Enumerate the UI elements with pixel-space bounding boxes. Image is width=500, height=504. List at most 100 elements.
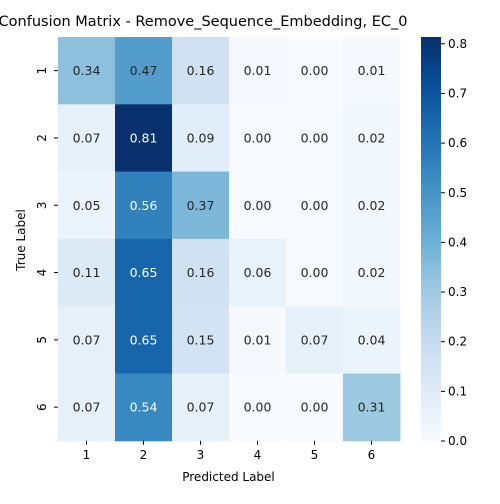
cell-value-r3-c2: 0.56: [130, 198, 158, 213]
cell-value-r1-c1: 0.34: [73, 63, 101, 78]
heatmap-cell-r1-c3: [172, 37, 230, 105]
heatmap-cell-r4-c1: [58, 238, 116, 307]
y-tick-label-1: 1: [35, 67, 49, 75]
cell-value-r1-c6: 0.01: [358, 63, 386, 78]
cell-value-r5-c3: 0.15: [187, 332, 215, 347]
heatmap-cells: 0.34 0.47 0.16 0.01 0.00 0.01 0.07 0.81 0.09 0.00…: [58, 37, 401, 442]
colorbar-tick-label-0.0: 0.0: [448, 434, 467, 448]
colorbar-tick-label-0.3: 0.3: [448, 285, 467, 299]
cell-value-r3-c6: 0.02: [358, 198, 386, 213]
y-tick-label-3: 3: [35, 201, 49, 209]
heatmap-cell-r5-c1: [58, 306, 116, 374]
heatmap-cell-r3-c4: [229, 171, 287, 240]
y-tick-label-5: 5: [35, 336, 49, 344]
x-axis-label: Predicted Label: [182, 470, 275, 484]
heatmap-cell-r6-c2: [115, 373, 173, 442]
cell-value-r6-c2: 0.54: [130, 400, 158, 415]
x-tick-label-6: 6: [368, 448, 376, 462]
heatmap-cell-r2-c2: [115, 104, 173, 173]
heatmap-cell-r5-c2: [115, 306, 173, 374]
cell-value-r5-c1: 0.07: [73, 332, 101, 347]
y-axis-ticks: 1 2 3 4 5 6: [35, 67, 58, 411]
colorbar-tick-label-0.2: 0.2: [448, 335, 467, 349]
heatmap-cell-r2-c1: [58, 104, 116, 173]
cell-value-r1-c2: 0.47: [130, 63, 158, 78]
heatmap-cell-r1-c4: [229, 37, 287, 105]
cell-value-r2-c2: 0.81: [130, 130, 158, 145]
x-tick-label-2: 2: [140, 448, 148, 462]
cell-value-r4-c3: 0.16: [187, 265, 215, 280]
heatmap-cell-r4-c6: [343, 238, 401, 307]
cell-value-r4-c4: 0.06: [244, 265, 272, 280]
colorbar-tick-label-0.4: 0.4: [448, 235, 467, 249]
cell-value-r5-c5: 0.07: [301, 332, 329, 347]
cell-value-r6-c5: 0.00: [301, 400, 329, 415]
heatmap-cell-r5-c3: [172, 306, 230, 374]
heatmap-cell-r2-c4: [229, 104, 287, 173]
y-tick-label-4: 4: [35, 269, 49, 277]
heatmap-cell-r3-c2: [115, 171, 173, 240]
cell-value-r3-c1: 0.05: [73, 198, 101, 213]
y-tick-label-2: 2: [35, 134, 49, 142]
heatmap-cell-r2-c3: [172, 104, 230, 173]
heatmap-cell-r2-c5: [286, 104, 344, 173]
heatmap-cell-r1-c2: [115, 37, 173, 105]
cell-value-r3-c4: 0.00: [244, 198, 272, 213]
cell-value-r3-c3: 0.37: [187, 198, 215, 213]
cell-value-r6-c3: 0.07: [187, 400, 215, 415]
cell-value-r2-c1: 0.07: [73, 130, 101, 145]
heatmap-cell-r4-c4: [229, 238, 287, 307]
heatmap-cell-r6-c6: [343, 373, 401, 442]
heatmap-cell-r6-c3: [172, 373, 230, 442]
colorbar-tick-label-0.7: 0.7: [448, 86, 467, 100]
heatmap-cell-r1-c6: [343, 37, 401, 105]
cell-value-r5-c6: 0.04: [358, 332, 386, 347]
heatmap-cell-r5-c5: [286, 306, 344, 374]
cell-value-r1-c5: 0.00: [301, 63, 329, 78]
heatmap-cell-r6-c5: [286, 373, 344, 442]
heatmap-cell-r6-c1: [58, 373, 116, 442]
colorbar: 0.0 0.1 0.2 0.3 0.4 0.5 0.6 0.7 0.8: [421, 37, 467, 448]
colorbar-gradient: [421, 37, 441, 441]
heatmap-cell-r2-c6: [343, 104, 401, 173]
heatmap-cell-r5-c6: [343, 306, 401, 374]
x-tick-label-1: 1: [83, 448, 91, 462]
cell-value-r3-c5: 0.00: [301, 198, 329, 213]
x-tick-label-4: 4: [254, 448, 262, 462]
cell-value-r6-c1: 0.07: [73, 400, 101, 415]
cell-value-r4-c2: 0.65: [130, 265, 158, 280]
colorbar-tick-label-0.6: 0.6: [448, 136, 467, 150]
heatmap-cell-r3-c1: [58, 171, 116, 240]
cell-value-r6-c6: 0.31: [358, 400, 386, 415]
x-tick-label-3: 3: [197, 448, 205, 462]
heatmap-cell-r3-c3: [172, 171, 230, 240]
cell-value-r2-c3: 0.09: [187, 130, 215, 145]
cell-value-r4-c1: 0.11: [73, 265, 101, 280]
heatmap-cell-r4-c5: [286, 238, 344, 307]
y-tick-label-6: 6: [35, 403, 49, 411]
heatmap-cell-r4-c2: [115, 238, 173, 307]
cell-value-r5-c2: 0.65: [130, 332, 158, 347]
chart-title: Confusion Matrix - Remove_Sequence_Embed…: [0, 14, 407, 30]
cell-value-r6-c4: 0.00: [244, 400, 272, 415]
y-axis-label: True Label: [14, 209, 28, 272]
x-tick-label-5: 5: [311, 448, 319, 462]
heatmap-cell-r6-c4: [229, 373, 287, 442]
colorbar-tick-label-0.8: 0.8: [448, 37, 467, 51]
heatmap-cell-r3-c6: [343, 171, 401, 240]
cell-value-r1-c4: 0.01: [244, 63, 272, 78]
colorbar-tick-label-0.5: 0.5: [448, 186, 467, 200]
cell-value-r2-c5: 0.00: [301, 130, 329, 145]
heatmap-cell-r3-c5: [286, 171, 344, 240]
cell-value-r1-c3: 0.16: [187, 63, 215, 78]
cell-value-r5-c4: 0.01: [244, 332, 272, 347]
cell-value-r2-c6: 0.02: [358, 130, 386, 145]
heatmap-cell-r1-c5: [286, 37, 344, 105]
cell-value-r4-c5: 0.00: [301, 265, 329, 280]
cell-value-r2-c4: 0.00: [244, 130, 272, 145]
colorbar-tick-label-0.1: 0.1: [448, 384, 467, 398]
heatmap-cell-r5-c4: [229, 306, 287, 374]
heatmap-cell-r4-c3: [172, 238, 230, 307]
